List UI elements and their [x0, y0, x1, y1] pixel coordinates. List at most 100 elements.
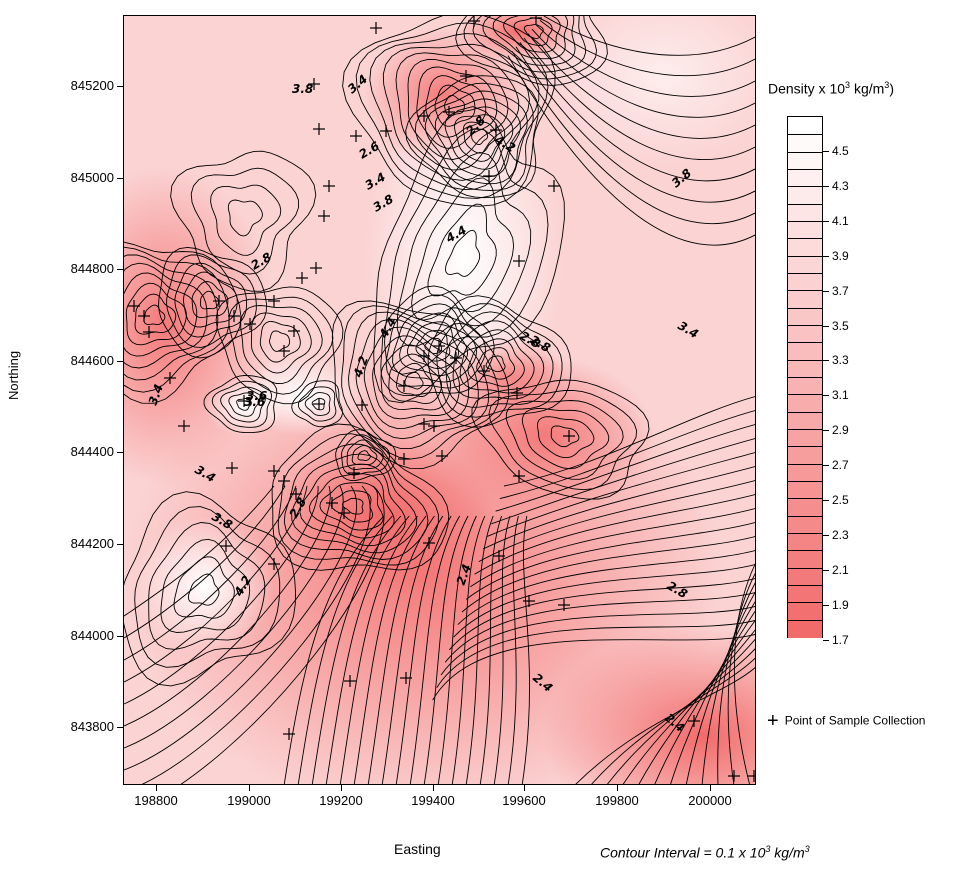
x-axis-title: Easting: [394, 841, 441, 857]
contour-line: [493, 515, 511, 784]
contour-line: [283, 515, 385, 784]
legend-label: 2.9: [832, 423, 849, 438]
legend-label: 4.5: [832, 144, 849, 158]
contour-line: [411, 177, 515, 321]
contour-line: [348, 311, 489, 450]
sample-point: [356, 399, 368, 411]
contour-line: [297, 386, 337, 422]
contour-line: [478, 480, 755, 562]
legend-tick: [823, 534, 829, 536]
contour-label: 3.4: [146, 382, 166, 407]
contour-line: [392, 303, 478, 383]
contour-line: [476, 347, 516, 380]
sample-point: [468, 16, 480, 27]
legend-band: [788, 515, 822, 535]
legend-title: Density x 103 kg/m3): [768, 80, 894, 97]
contour-line: [311, 515, 402, 784]
contour-line: [341, 305, 500, 460]
y-tick-label: 843800: [70, 719, 114, 734]
contour-line: [124, 485, 344, 749]
contour-line: [416, 66, 498, 149]
contour-label: 3.8: [292, 82, 313, 96]
contour-line: [434, 84, 476, 127]
sample-point: [283, 728, 295, 740]
contour-line: [124, 491, 296, 687]
sample-point: [483, 170, 495, 182]
contour-line: [382, 43, 530, 181]
contour-line: [395, 515, 452, 784]
contour-line: [622, 638, 755, 784]
x-tick-mark: [617, 785, 618, 791]
sample-point: [128, 300, 140, 312]
legend-title-sup2: 3: [884, 80, 890, 90]
contour-line: [535, 24, 755, 97]
contour-line: [210, 184, 282, 256]
legend-band: [788, 411, 822, 431]
legend-tick: [823, 604, 829, 606]
x-tick-label: 199600: [502, 793, 546, 808]
x-tick-label: 200000: [688, 793, 732, 808]
contour-line: [527, 33, 755, 139]
sample-point: [138, 310, 150, 322]
sample-legend-label: Point of Sample Collection: [784, 713, 926, 728]
legend-tick: [823, 255, 829, 257]
contour-line: [519, 42, 755, 182]
y-tick-mark: [117, 452, 123, 453]
contour-line: [353, 515, 427, 784]
contour-line: [124, 485, 308, 683]
sample-point: [418, 110, 430, 122]
y-tick-mark: [117, 361, 123, 362]
contour-line: [467, 338, 525, 387]
contour-line: [495, 424, 755, 512]
y-tick-label: 845200: [70, 78, 114, 93]
contour-line: [297, 515, 393, 784]
contour-line: [330, 490, 374, 523]
contour-line: [124, 485, 331, 727]
contour-line: [227, 199, 263, 237]
contour-line: [444, 94, 465, 117]
contour-line: [638, 629, 755, 784]
legend-band: [788, 134, 822, 154]
legend-tick: [823, 151, 829, 152]
sample-point: [318, 210, 330, 222]
contour-line: [607, 648, 755, 784]
legend-title-unit: kg/m: [850, 80, 885, 97]
legend-band: [788, 342, 822, 362]
contour-line: [141, 485, 371, 784]
sample-point: [418, 418, 430, 430]
sample-point: [460, 70, 472, 82]
contour-line: [537, 416, 595, 459]
legend-band: [788, 117, 822, 135]
legend-tick: [823, 360, 829, 362]
contour-line: [291, 453, 418, 554]
contour-line: [271, 423, 450, 571]
contour-line: [380, 285, 495, 397]
legend-band: [788, 550, 822, 570]
contour-line: [531, 28, 755, 118]
sample-point: [290, 488, 302, 500]
contour-line: [717, 582, 755, 784]
legend-label: 3.9: [832, 248, 849, 263]
contour-line: [436, 619, 755, 688]
legend-band: [788, 377, 822, 396]
contour-line: [521, 407, 610, 470]
contour-line: [511, 50, 755, 225]
contour-line: [236, 398, 252, 411]
legend-tick: [823, 430, 829, 432]
contour-line: [465, 515, 494, 784]
sample-point: [313, 123, 325, 135]
contour-line: [479, 515, 503, 784]
contour-line: [200, 290, 219, 310]
sample-point: [490, 124, 502, 136]
legend-title-text: Density x 10: [768, 80, 846, 97]
contour-line: [425, 75, 487, 138]
contour-line: [414, 82, 534, 191]
contour-line: [482, 16, 576, 66]
contour-line: [304, 392, 331, 416]
sample-point: [226, 462, 238, 474]
contour-line: [174, 262, 248, 338]
sample-point: [308, 78, 320, 90]
x-tick-label: 199400: [411, 793, 455, 808]
contour-line: [372, 335, 460, 420]
legend-band: [788, 169, 822, 188]
